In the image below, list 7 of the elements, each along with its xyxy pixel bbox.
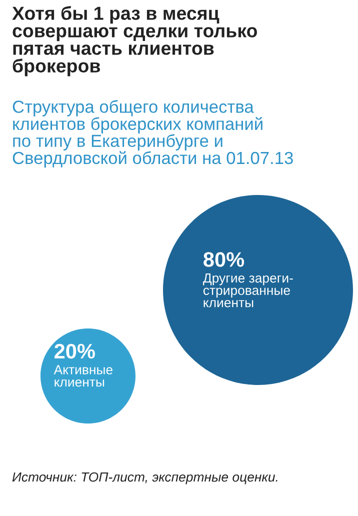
text: Хотя бы 1 раз в месяц совершают сделки только пятая часть клиентов брокеров (12, 6, 258, 76)
category-label: Другие зареги- стрированные клиенты (202, 273, 293, 308)
data-label: 20% (54, 344, 95, 359)
data-label: 80% (204, 252, 244, 267)
text: Структура общего количества клиентов брокерских компаний по типу в Екатеринбурге и Свердловской области на 01.07.13 (12, 100, 293, 168)
text: Источник: ТОП-лист, экспертные оценки. (12, 472, 278, 484)
category-label: Активные клиенты (54, 365, 112, 387)
